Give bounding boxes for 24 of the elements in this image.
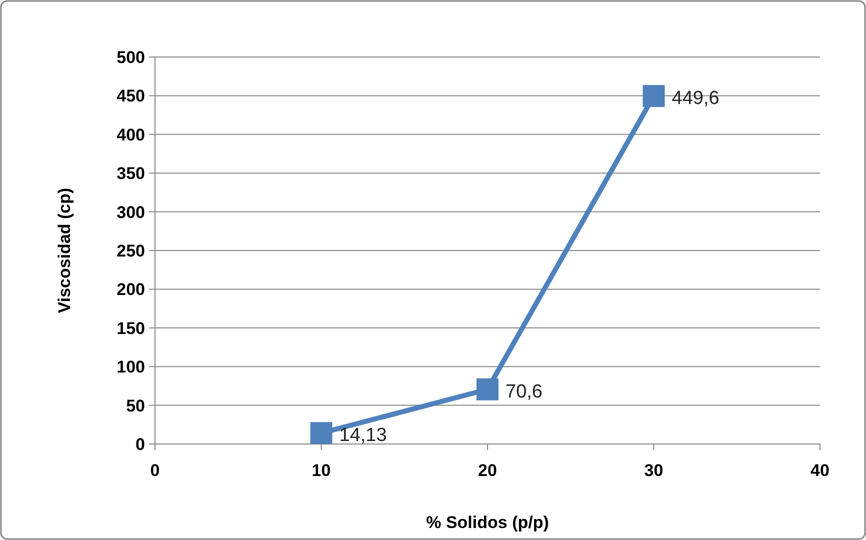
point bbox=[310, 422, 332, 444]
y-tick-label: 150 bbox=[116, 318, 145, 338]
x-tick-label: 0 bbox=[150, 461, 160, 480]
x-tick-label: 40 bbox=[810, 461, 830, 480]
x-tick-label: 20 bbox=[478, 461, 497, 480]
data-label: 449,6 bbox=[672, 88, 720, 110]
data-label: 70,6 bbox=[506, 381, 542, 402]
x-axis-title: % Solidos (p/p) bbox=[426, 513, 549, 532]
x-tick-label: 10 bbox=[312, 461, 331, 480]
y-tick-label: 300 bbox=[116, 202, 145, 222]
data-label: 14,13 bbox=[339, 425, 387, 446]
y-tick-label: 200 bbox=[116, 280, 145, 300]
y-tick-label: 450 bbox=[116, 86, 145, 106]
point bbox=[642, 85, 665, 108]
y-axis-title: Viscosidad (cp) bbox=[55, 188, 74, 314]
y-tick-label: 350 bbox=[116, 164, 145, 184]
y-tick-label: 500 bbox=[116, 48, 145, 67]
x-tick-label: 30 bbox=[644, 461, 664, 480]
y-tick-label: 400 bbox=[116, 125, 145, 144]
point bbox=[476, 378, 498, 400]
y-tick-label: 0 bbox=[136, 434, 145, 454]
y-tick-label: 100 bbox=[116, 358, 145, 377]
y-tick-label: 50 bbox=[126, 396, 145, 416]
y-tick-label: 250 bbox=[116, 241, 145, 260]
